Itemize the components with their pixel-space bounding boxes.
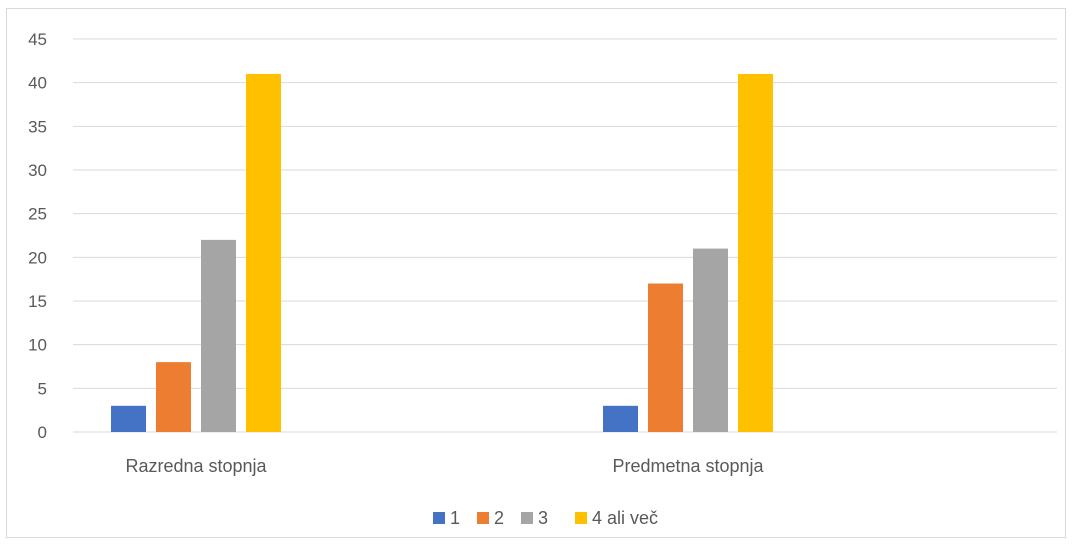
legend: 1 2 3 4 ali več bbox=[433, 508, 658, 528]
legend-swatch bbox=[521, 512, 533, 524]
bar-1-3 bbox=[201, 239, 236, 432]
y-tick-label: 30 bbox=[28, 161, 47, 180]
gridlines bbox=[73, 38, 1057, 433]
bar-1-2 bbox=[156, 362, 191, 432]
legend-swatch bbox=[433, 512, 445, 524]
bar-1-4 bbox=[246, 73, 281, 432]
y-tick-label: 40 bbox=[28, 74, 47, 93]
bar-2-3 bbox=[693, 248, 728, 432]
legend-swatch bbox=[575, 512, 587, 524]
legend-label: 3 bbox=[538, 508, 548, 528]
legend-label: 4 ali več bbox=[592, 508, 658, 528]
y-tick-label: 0 bbox=[38, 423, 47, 442]
y-axis-ticks: 0 5 10 15 20 25 30 35 40 45 bbox=[28, 30, 47, 442]
bar-2-4 bbox=[738, 73, 773, 432]
bar-2-1 bbox=[603, 405, 638, 432]
x-category-label: Razredna stopnja bbox=[125, 456, 267, 476]
legend-label: 1 bbox=[450, 508, 460, 528]
bar-1-1 bbox=[111, 405, 146, 432]
y-tick-label: 20 bbox=[28, 248, 47, 267]
y-tick-label: 15 bbox=[28, 292, 47, 311]
bar-2-2 bbox=[648, 283, 683, 432]
chart-container: 0 5 10 15 20 25 30 35 40 45 Razredna stopnja Predm… bbox=[6, 8, 1066, 538]
bars bbox=[111, 73, 773, 432]
legend-swatch bbox=[477, 512, 489, 524]
y-tick-label: 25 bbox=[28, 205, 47, 224]
y-tick-label: 45 bbox=[28, 30, 47, 49]
legend-label: 2 bbox=[494, 508, 504, 528]
x-category-label: Predmetna stopnja bbox=[612, 456, 764, 476]
x-axis-categories: Razredna stopnja Predmetna stopnja bbox=[125, 456, 764, 476]
y-tick-label: 5 bbox=[38, 379, 47, 398]
y-tick-label: 10 bbox=[28, 336, 47, 355]
bar-chart: 0 5 10 15 20 25 30 35 40 45 Razredna stopnja Predm… bbox=[28, 30, 1057, 528]
y-tick-label: 35 bbox=[28, 117, 47, 136]
